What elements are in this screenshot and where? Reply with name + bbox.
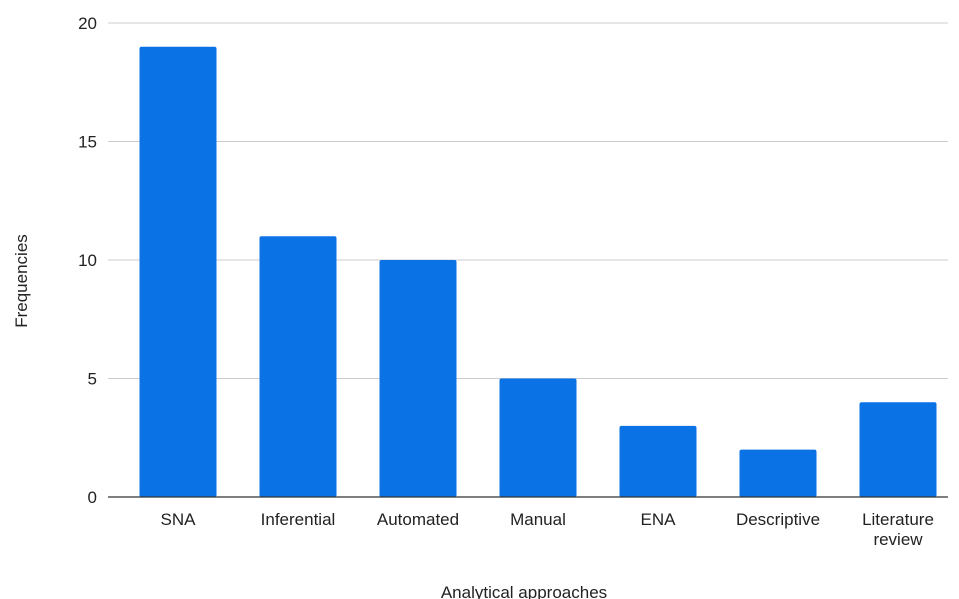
bar-automated xyxy=(379,260,457,497)
y-axis-title: Frequencies xyxy=(12,234,31,328)
bars xyxy=(139,46,937,498)
x-tick-label: Manual xyxy=(510,510,566,529)
x-axis-title: Analytical approaches xyxy=(441,583,607,599)
x-tick-labels: SNA Inferential Automated Manual ENA Descript… xyxy=(161,510,934,549)
x-tick-label: Automated xyxy=(377,510,459,529)
x-tick-label: Descriptive xyxy=(736,510,820,529)
x-tick-label: Literature review xyxy=(862,510,934,549)
x-tick-label: SNA xyxy=(161,510,197,529)
y-tick-labels: 0 5 10 15 20 xyxy=(78,14,97,507)
grid-lines xyxy=(108,22,948,379)
y-tick-label: 5 xyxy=(88,370,97,389)
y-tick-label: 15 xyxy=(78,133,97,152)
bar-sna xyxy=(139,46,217,497)
y-tick-label: 0 xyxy=(88,488,97,507)
bar-literature-review xyxy=(859,402,937,497)
bar-manual xyxy=(499,378,577,497)
bar-descriptive xyxy=(739,449,817,497)
x-tick-label: ENA xyxy=(641,510,677,529)
y-tick-label: 20 xyxy=(78,14,97,33)
bar-ena xyxy=(619,425,697,497)
x-tick-label: Inferential xyxy=(261,510,336,529)
bar-inferential xyxy=(259,236,337,498)
y-tick-label: 10 xyxy=(78,251,97,270)
